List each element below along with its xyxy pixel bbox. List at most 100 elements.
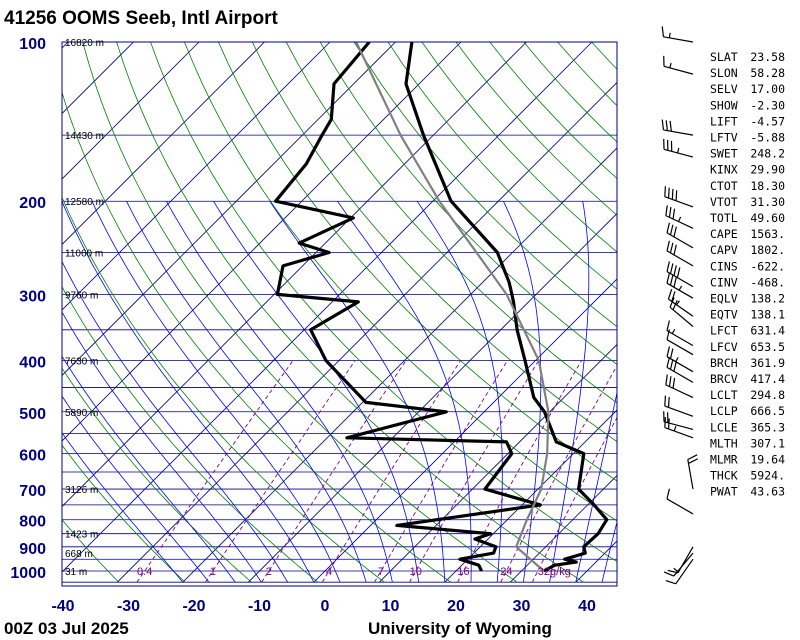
moist-adiabat bbox=[62, 432, 184, 583]
dry-adiabat bbox=[82, 42, 518, 583]
height-label: 16820 m bbox=[65, 38, 104, 49]
stat-value: 138.1 bbox=[750, 308, 785, 322]
height-label: 668 m bbox=[65, 549, 93, 560]
dry-adiabat bbox=[251, 42, 617, 443]
wind-barb-staff bbox=[664, 196, 694, 208]
stat-value: 365.3 bbox=[750, 420, 785, 434]
stat-value: -468. bbox=[750, 275, 785, 289]
stat-label: MLMR bbox=[710, 453, 738, 467]
wind-barb-staff bbox=[666, 498, 694, 515]
wind-barb-staff bbox=[666, 339, 694, 356]
isotherm-line bbox=[62, 42, 396, 377]
wind-barb-feather bbox=[661, 119, 665, 131]
wind-barb-feather bbox=[666, 240, 671, 252]
height-label: 12580 m bbox=[65, 197, 104, 208]
wind-barb bbox=[666, 222, 694, 249]
stat-label: EQLV bbox=[710, 292, 738, 306]
chart-credit: University of Wyoming bbox=[368, 619, 552, 638]
mixing-ratio-line bbox=[261, 360, 407, 583]
mixing-ratio-label: 7 bbox=[378, 566, 384, 578]
isotherm-line bbox=[62, 42, 265, 246]
stat-value: -622. bbox=[750, 259, 785, 273]
dry-adiabat bbox=[62, 90, 452, 583]
wind-barb-half-feather bbox=[675, 357, 679, 362]
height-label: 1423 m bbox=[65, 530, 98, 541]
isotherm-line bbox=[62, 42, 593, 573]
stat-label: TOTL bbox=[710, 211, 738, 225]
wind-barb-feather bbox=[669, 274, 674, 286]
stat-value: 49.60 bbox=[750, 211, 785, 225]
temperature-tick-label: 0 bbox=[321, 598, 330, 615]
wind-barb-feather bbox=[669, 348, 674, 359]
isotherm-line bbox=[117, 81, 617, 583]
dry-adiabat bbox=[62, 444, 186, 583]
stat-label: THCK bbox=[710, 469, 738, 483]
wind-barb-feather bbox=[666, 222, 671, 234]
height-label: 14430 m bbox=[65, 131, 104, 142]
wind-barb bbox=[666, 272, 694, 299]
height-label: 11060 m bbox=[65, 249, 103, 260]
isotherm-line bbox=[62, 42, 462, 442]
temperature-tick-label: 20 bbox=[447, 598, 465, 615]
wind-barb-feather bbox=[688, 458, 699, 464]
wind-barb bbox=[665, 205, 694, 229]
parcel-line bbox=[355, 42, 550, 572]
wind-barb-feather bbox=[665, 374, 668, 385]
plot-frame bbox=[61, 41, 618, 587]
wind-barb bbox=[687, 454, 699, 490]
wind-barb bbox=[661, 26, 694, 43]
stat-label: LFCT bbox=[710, 324, 738, 338]
mixing-ratio-line bbox=[374, 360, 508, 583]
mixing-ratio-label: 2 bbox=[266, 566, 272, 578]
wind-barb-feather bbox=[673, 226, 677, 238]
wind-barb-feather bbox=[663, 571, 674, 577]
wind-barb bbox=[669, 297, 694, 327]
wind-barb-half-feather bbox=[671, 329, 676, 334]
dewpoint-line bbox=[274, 42, 543, 572]
stat-value: 653.5 bbox=[750, 340, 785, 354]
stat-label: CINS bbox=[710, 259, 738, 273]
isotherm-line bbox=[510, 474, 617, 583]
isotherm-line bbox=[62, 42, 527, 508]
moist-adiabat bbox=[269, 200, 446, 583]
stat-value: 294.8 bbox=[750, 388, 785, 402]
stat-value: 29.90 bbox=[750, 163, 785, 177]
wind-barb-half-feather bbox=[678, 285, 683, 291]
wind-barb-half-feather bbox=[669, 62, 672, 69]
wind-barb-feather bbox=[666, 261, 671, 272]
wind-barb-feather bbox=[687, 454, 698, 461]
wind-barb-staff bbox=[666, 232, 694, 249]
background-grid bbox=[62, 42, 617, 583]
isotherm-line bbox=[182, 147, 617, 583]
stat-value: 307.1 bbox=[750, 436, 785, 450]
dry-adiabat bbox=[62, 519, 119, 583]
height-label: 31 m bbox=[65, 567, 87, 578]
wind-barb-staff bbox=[663, 148, 694, 158]
stat-value: 23.58 bbox=[750, 50, 785, 64]
wind-barb-feather bbox=[666, 272, 671, 284]
stat-label: CINV bbox=[710, 275, 738, 289]
wind-barb bbox=[664, 186, 694, 208]
isotherm-line bbox=[313, 278, 617, 583]
wind-barb-feather bbox=[673, 244, 677, 256]
stat-value: 19.64 bbox=[750, 453, 785, 467]
wind-barb-half-feather bbox=[673, 567, 678, 572]
wind-barb-staff bbox=[663, 36, 694, 43]
wind-barb bbox=[664, 417, 694, 439]
isotherm-line bbox=[62, 42, 200, 180]
dry-adiabat bbox=[285, 42, 617, 404]
wind-barb-staff bbox=[666, 330, 694, 347]
wind-barb bbox=[666, 240, 694, 267]
wind-barb-staff bbox=[664, 405, 694, 417]
wind-barb-feather bbox=[669, 242, 674, 254]
wind-barb-feather bbox=[675, 190, 678, 201]
dry-adiabat bbox=[353, 42, 617, 328]
moist-adiabat bbox=[213, 200, 419, 583]
wind-barb bbox=[665, 374, 694, 399]
temperature-line bbox=[404, 42, 609, 573]
stat-label: LCLT bbox=[710, 388, 738, 402]
moist-adiabat bbox=[416, 200, 503, 583]
wind-barb bbox=[663, 55, 694, 75]
moist-adiabat bbox=[62, 201, 315, 583]
